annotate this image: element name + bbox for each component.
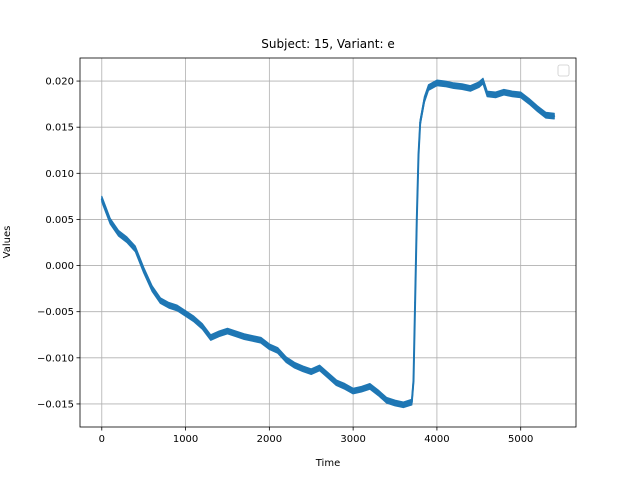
y-tick-label: −0.010 — [37, 353, 74, 364]
legend-box — [557, 64, 570, 77]
data-point — [176, 307, 179, 309]
y-tick-label: −0.015 — [37, 399, 74, 410]
data-point — [477, 83, 480, 86]
data-point — [105, 209, 107, 212]
data-point — [511, 93, 514, 95]
data-point — [243, 335, 246, 338]
x-tick-label: 4000 — [424, 434, 449, 445]
y-tick-label: 0.020 — [45, 77, 74, 88]
y-axis-label: Values — [2, 226, 13, 259]
data-point — [482, 80, 484, 82]
data-point — [503, 91, 505, 93]
y-tick-label: 0.005 — [45, 215, 74, 226]
data-point — [394, 402, 396, 404]
data-point — [335, 381, 338, 384]
data-point — [151, 287, 154, 290]
series-line — [100, 80, 555, 406]
x-axis-label: Time — [315, 458, 340, 469]
plot-area — [80, 58, 576, 427]
data-point — [117, 232, 120, 235]
y-tick-label: 0.015 — [45, 123, 74, 134]
plot-frame — [79, 57, 577, 428]
data-point — [193, 318, 195, 320]
data-point — [444, 82, 447, 85]
data-point — [436, 82, 438, 84]
data-point — [377, 392, 380, 394]
data-point — [142, 269, 145, 272]
data-point — [360, 388, 363, 391]
data-point — [302, 368, 304, 370]
data-point — [209, 336, 212, 339]
data-point — [109, 220, 112, 223]
x-tick-label: 5000 — [508, 434, 533, 445]
data-point — [327, 374, 329, 377]
data-series — [100, 77, 556, 409]
data-point — [427, 86, 430, 89]
data-point — [226, 330, 229, 332]
data-point — [402, 404, 405, 406]
data-point — [410, 401, 413, 403]
data-point — [167, 304, 170, 307]
data-point — [494, 94, 497, 96]
data-point — [553, 115, 556, 117]
data-point — [293, 364, 296, 367]
data-point — [528, 100, 530, 103]
y-tick-label: −0.005 — [37, 307, 74, 318]
data-point — [419, 121, 422, 124]
data-point — [184, 312, 187, 315]
data-point — [369, 385, 371, 388]
grid-lines — [80, 58, 576, 427]
data-point — [318, 367, 321, 369]
chart-title: Subject: 15, Variant: e — [261, 37, 394, 51]
x-tick-label: 3000 — [340, 434, 365, 445]
data-point — [260, 339, 262, 342]
axis-ticks: 0 1000 2000 3000 4000 5000 −0.015 −0.010 −0.005 0… — [37, 77, 533, 445]
data-point — [469, 87, 472, 90]
x-tick-label: 0 — [99, 434, 105, 445]
data-point — [218, 332, 221, 335]
data-point — [201, 325, 204, 328]
data-point — [417, 154, 420, 156]
data-point — [461, 85, 463, 88]
data-point — [126, 238, 128, 241]
data-point — [352, 390, 354, 392]
data-point — [414, 301, 416, 304]
data-point — [486, 93, 489, 95]
data-point — [452, 84, 455, 87]
data-point — [415, 218, 418, 221]
data-point — [412, 380, 415, 382]
y-tick-label: 0.010 — [45, 169, 74, 180]
data-point — [159, 299, 162, 302]
x-tick-label: 1000 — [173, 434, 198, 445]
data-point — [100, 198, 103, 201]
data-point — [268, 345, 271, 348]
data-point — [544, 114, 547, 117]
data-point — [276, 349, 279, 352]
data-point — [234, 332, 237, 335]
data-point — [423, 98, 426, 101]
data-point — [134, 248, 137, 250]
data-point — [310, 370, 313, 373]
data-point — [343, 385, 346, 388]
x-tick-label: 2000 — [257, 434, 282, 445]
y-tick-label: 0.000 — [45, 261, 74, 272]
data-point — [385, 399, 388, 402]
data-point — [251, 337, 254, 340]
series-line-band — [101, 77, 555, 409]
data-point — [519, 94, 522, 96]
data-point — [536, 107, 539, 110]
data-point — [285, 358, 287, 361]
